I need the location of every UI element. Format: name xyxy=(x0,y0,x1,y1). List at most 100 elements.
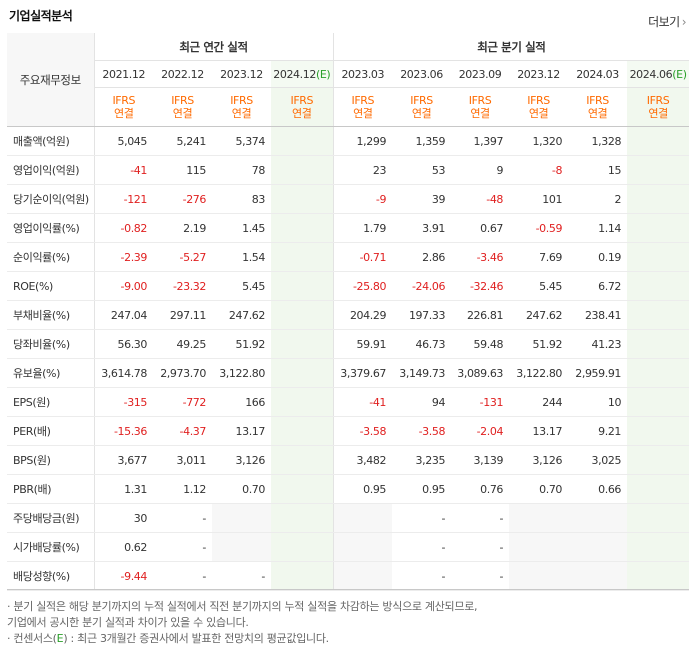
table-cell xyxy=(271,126,334,156)
footnote-1: · 분기 실적은 해당 분기까지의 누적 실적에서 직전 분기까지의 누적 실적… xyxy=(7,600,478,613)
basis-cell: IFRS 연결 xyxy=(627,87,690,127)
more-link[interactable]: 더보기 › xyxy=(648,13,686,30)
table-cell xyxy=(271,184,334,214)
basis-consolidation: 연결 xyxy=(172,107,193,120)
table-cell: 3,025 xyxy=(568,445,628,475)
annual-group-header: 최근 연간 실적 xyxy=(94,33,334,61)
table-row: 당기순이익(억원) -121 -276 83 -9 39 -48 101 2 xyxy=(7,184,690,214)
table-cell: 1.45 xyxy=(212,213,271,243)
table-cell: -9.00 xyxy=(94,271,153,301)
basis-consolidation: 연결 xyxy=(292,107,312,120)
table-cell: 2.19 xyxy=(153,213,212,243)
basis-consolidation: 연결 xyxy=(411,107,432,120)
period-header-quarter-4: 2024.03 xyxy=(568,60,628,88)
table-cell: 41.23 xyxy=(568,329,628,359)
period-label: 2023.12 xyxy=(517,67,560,81)
basis-cell: IFRS 연결 xyxy=(332,87,393,127)
table-cell: 1,359 xyxy=(392,126,452,156)
period-header-quarter-5: 2024.06(E) xyxy=(627,60,690,88)
footnote-3: · 컨센서스(E) : 최근 3개월간 증권사에서 발표한 전망치의 평균값입니… xyxy=(7,631,477,647)
row-label: BPS(원) xyxy=(7,445,95,475)
table-cell: - xyxy=(153,503,212,533)
table-cell xyxy=(332,503,393,533)
table-cell: 1,328 xyxy=(568,126,628,156)
table-row: 순이익률(%) -2.39 -5.27 1.54 -0.71 2.86 -3.46 7.69 0… xyxy=(7,242,690,272)
period-label: 2021.12 xyxy=(102,67,146,81)
table-cell xyxy=(212,532,271,562)
financial-table: 주요재무정보 최근 연간 실적 최근 분기 실적 2021.12 2022.12 2… xyxy=(7,33,690,591)
period-label: 2024.12 xyxy=(273,67,316,81)
table-cell: -48 xyxy=(451,184,510,214)
table-cell xyxy=(627,445,690,475)
table-cell xyxy=(627,387,690,417)
basis-cell: IFRS 연결 xyxy=(212,87,271,127)
basis-standard: IFRS xyxy=(112,94,136,107)
table-cell xyxy=(627,561,690,591)
table-cell: 46.73 xyxy=(392,329,452,359)
table-cell: 3,379.67 xyxy=(332,358,393,388)
table-cell: 7.69 xyxy=(509,242,569,272)
table-cell: - xyxy=(451,561,510,591)
row-label: 영업이익률(%) xyxy=(7,213,95,243)
table-cell: - xyxy=(153,561,212,591)
table-cell: 2 xyxy=(568,184,628,214)
basis-consolidation: 연결 xyxy=(587,107,608,120)
table-cell: 247.62 xyxy=(212,300,271,330)
table-cell: 78 xyxy=(212,155,271,185)
table-cell xyxy=(271,155,334,185)
basis-cell: IFRS 연결 xyxy=(509,87,569,127)
table-cell xyxy=(627,300,690,330)
table-cell: 1.12 xyxy=(153,474,212,504)
table-cell: 3,122.80 xyxy=(212,358,271,388)
table-cell: 204.29 xyxy=(332,300,393,330)
table-row: 배당성향(%) -9.44- - - - xyxy=(7,561,690,591)
table-cell: 9 xyxy=(451,155,510,185)
period-label: 2024.06 xyxy=(629,67,673,81)
table-cell: -15.36 xyxy=(94,416,153,446)
table-cell xyxy=(212,503,271,533)
table-cell: 13.17 xyxy=(509,416,569,446)
table-cell: 2,973.70 xyxy=(153,358,212,388)
table-row: EPS(원) -315 -772 166 -41 94 -131 244 10 xyxy=(7,387,690,417)
table-cell xyxy=(627,155,690,185)
table-cell xyxy=(271,503,334,533)
table-cell xyxy=(627,532,690,562)
table-cell xyxy=(627,126,690,156)
table-cell: 0.95 xyxy=(332,474,393,504)
table-cell: 3,089.63 xyxy=(451,358,510,388)
row-label: ROE(%) xyxy=(7,271,95,301)
period-header-annual-2: 2023.12 xyxy=(212,60,271,88)
basis-cell: IFRS 연결 xyxy=(451,87,510,127)
table-cell: 3.91 xyxy=(392,213,452,243)
table-cell xyxy=(271,416,334,446)
table-cell: -9.44 xyxy=(94,561,153,591)
table-cell: 115 xyxy=(153,155,212,185)
basis-standard: IFRS xyxy=(351,94,375,107)
table-cell: 5.45 xyxy=(509,271,569,301)
table-cell: -8 xyxy=(509,155,569,185)
table-cell xyxy=(271,387,334,417)
table-cell: 59.48 xyxy=(451,329,510,359)
row-label: 순이익률(%) xyxy=(7,242,95,272)
row-label: PBR(배) xyxy=(7,474,95,504)
table-cell: 1.79 xyxy=(332,213,393,243)
row-label: 시가배당률(%) xyxy=(7,532,95,562)
table-cell: -121 xyxy=(94,184,153,214)
basis-standard: IFRS xyxy=(171,94,194,107)
basis-standard: IFRS xyxy=(290,94,314,107)
row-label: EPS(원) xyxy=(7,387,95,417)
row-label: 매출액(억원) xyxy=(7,126,95,156)
row-label: 배당성향(%) xyxy=(7,561,95,591)
table-cell: 10 xyxy=(568,387,628,417)
table-cell: 0.70 xyxy=(509,474,569,504)
estimate-mark: (E) xyxy=(315,67,331,81)
table-cell xyxy=(271,358,334,388)
basis-standard: IFRS xyxy=(586,94,609,107)
table-cell: 3,139 xyxy=(451,445,510,475)
table-cell: 3,011 xyxy=(153,445,212,475)
table-cell: 59.91 xyxy=(332,329,393,359)
table-cell: - xyxy=(212,561,271,591)
period-header-annual-1: 2022.12 xyxy=(153,60,212,88)
basis-consolidation: 연결 xyxy=(231,107,252,120)
table-cell: 56.30 xyxy=(94,329,153,359)
